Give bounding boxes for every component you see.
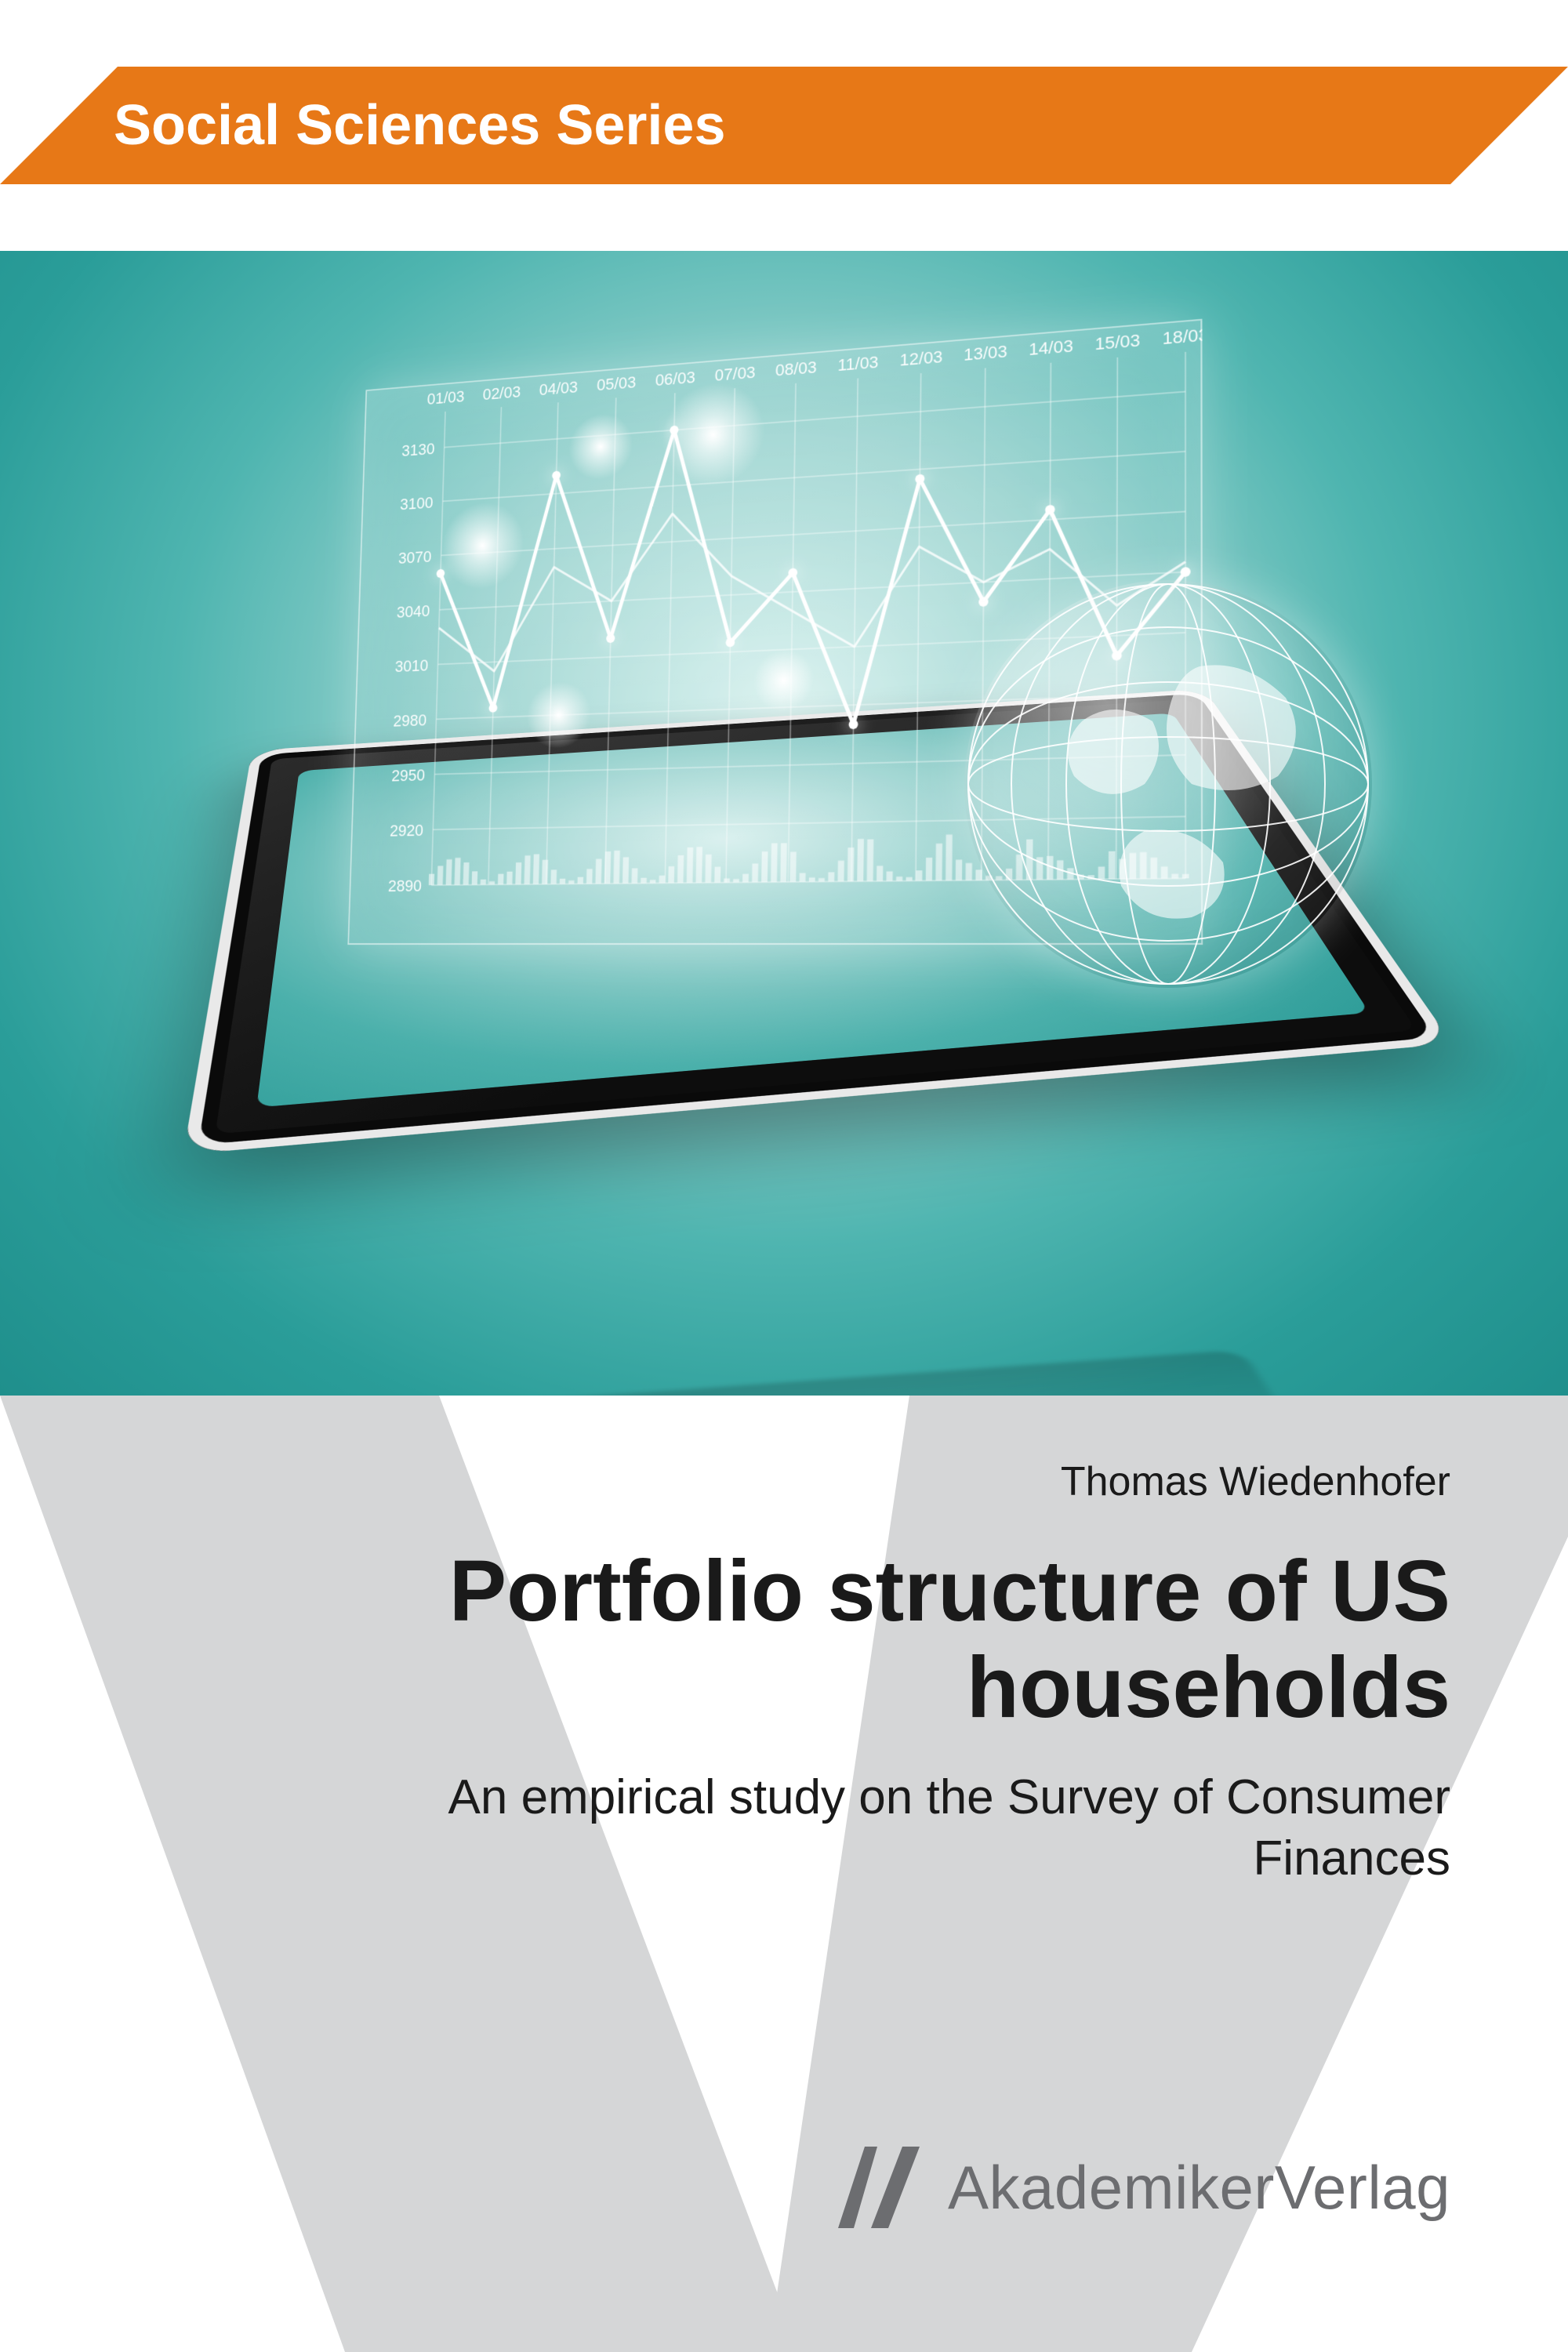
subtitle-line-1: An empirical study on the Survey of Cons…: [448, 1770, 1450, 1824]
lower-section: Thomas Wiedenhofer Portfolio structure o…: [0, 1396, 1568, 2352]
banner-cut-right: [1501, 67, 1568, 184]
title-block: Thomas Wiedenhofer Portfolio structure o…: [180, 1458, 1450, 1889]
author-name: Thomas Wiedenhofer: [180, 1458, 1450, 1505]
title-line-2: households: [967, 1639, 1450, 1736]
publisher-logo-icon: [832, 2140, 926, 2234]
book-cover: Social Sciences Series 28902920295029803…: [0, 0, 1568, 2352]
globe-wireframe: [964, 580, 1372, 988]
series-label: Social Sciences Series: [114, 67, 726, 184]
publisher-name-part2: Verlag: [1275, 2153, 1450, 2222]
series-banner: Social Sciences Series: [0, 67, 1568, 184]
book-title: Portfolio structure of US households: [180, 1543, 1450, 1736]
publisher-name-part1: Akademiker: [948, 2153, 1275, 2222]
subtitle-line-2: Finances: [1253, 1831, 1450, 1886]
publisher-block: AkademikerVerlag: [832, 2140, 1450, 2234]
title-line-1: Portfolio structure of US: [449, 1543, 1450, 1639]
book-subtitle: An empirical study on the Survey of Cons…: [180, 1767, 1450, 1889]
publisher-name: AkademikerVerlag: [948, 2152, 1450, 2223]
banner-cut-left: [0, 67, 67, 184]
tablet-reflection: [256, 1350, 1309, 1396]
globe-icon: [964, 580, 1372, 988]
hero-illustration: 289029202950298030103040307031003130 01/…: [0, 251, 1568, 1396]
